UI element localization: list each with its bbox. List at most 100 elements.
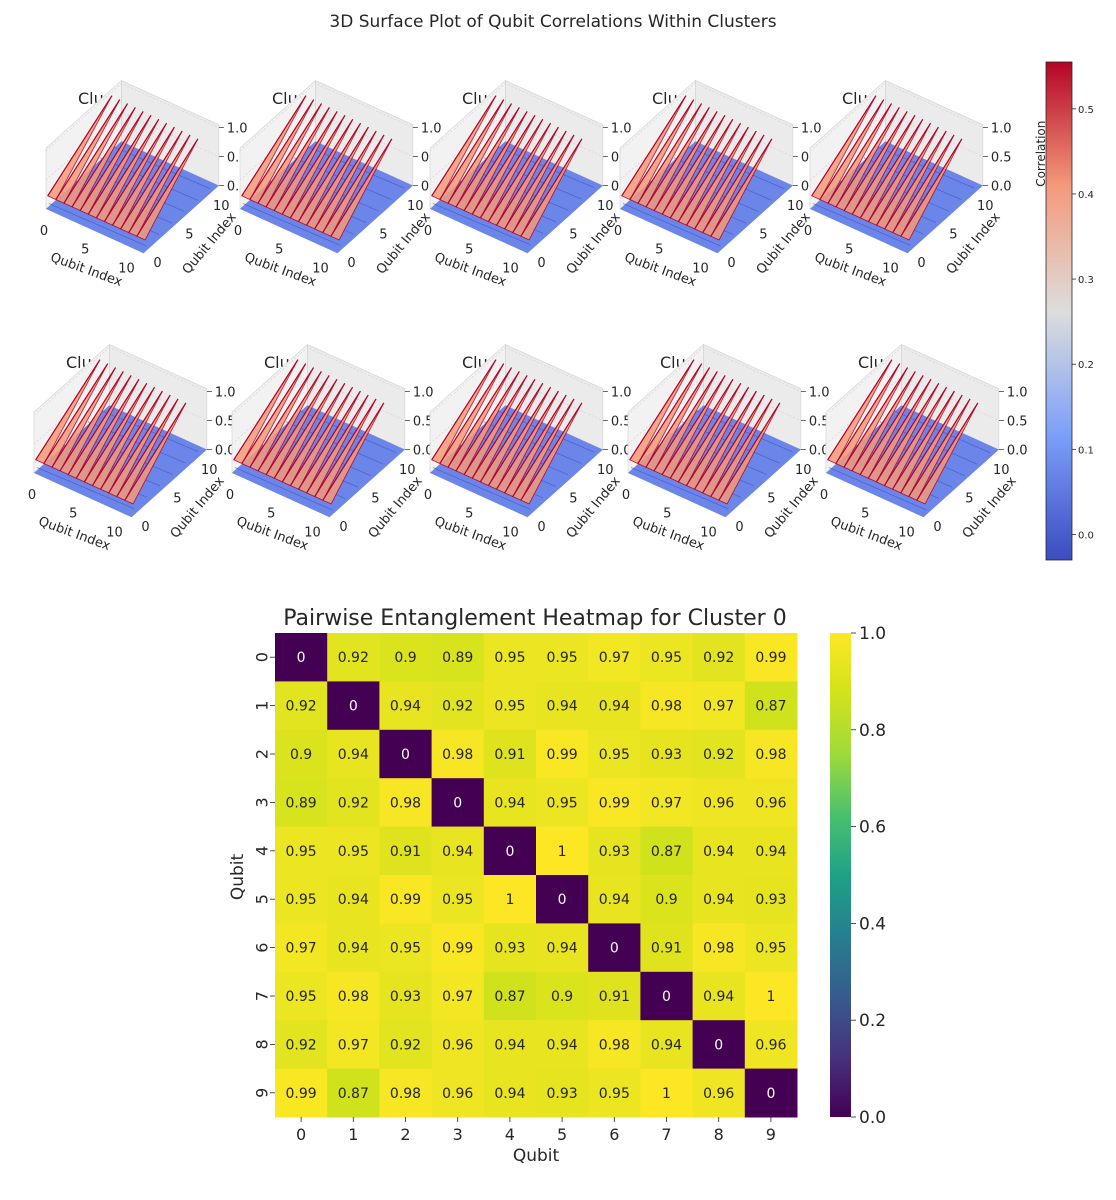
heatmap-cell-label: 0.9 (655, 892, 677, 908)
panel-z-tick-label: 0.0 (215, 444, 236, 459)
panel-surface-spike-edge (479, 118, 544, 219)
heatmap-cell-label: 0.94 (494, 1086, 525, 1102)
heatmap-x-tick-label: 7 (661, 1125, 671, 1144)
heatmap-cell (692, 1068, 746, 1118)
panel-surface-spike-edge (875, 382, 940, 483)
panel-surface-spike-edge (289, 118, 354, 219)
heatmap-cell-label: 0 (349, 699, 358, 715)
heatmap-cell (744, 633, 798, 682)
panel-z-tick-label: 1.0 (215, 386, 236, 401)
heatmap-cell (536, 778, 589, 828)
panel-y-tick-label: 0 (339, 520, 347, 535)
panel-surface-spike-edge (645, 107, 710, 208)
heatmap-cell (275, 778, 328, 828)
panel-surface-ridge (432, 203, 531, 246)
panel-x-tick-label: 10 (502, 261, 519, 276)
heatmap-cell-label: 0.95 (286, 844, 317, 860)
panel-surface-spike-edge (843, 111, 908, 211)
panel-surface-spike-edge (916, 402, 979, 501)
panel-grid-line (33, 347, 208, 416)
panel-surface-spike-edge (471, 379, 536, 479)
heatmap-cell-label: 0.94 (547, 699, 578, 715)
panel-surface-spike-edge (520, 402, 583, 501)
panel-surface-spike-edge (851, 115, 916, 215)
panel-x-tick-label: 5 (69, 507, 77, 522)
panel-grid-line (429, 347, 604, 416)
heatmap-y-tick-label: 5 (253, 894, 272, 904)
viridis-colorbar-gradient (830, 633, 851, 1117)
heatmap-cell (692, 778, 746, 828)
panel-y-tick-label: 5 (371, 492, 379, 507)
heatmap-cell (536, 1068, 589, 1118)
panel-surface-spike-edge (653, 371, 718, 472)
heatmap-plot: 0 0.92 0.9 0.89 0.95 0.95 0.97 0.95 0.92 0.990.92… (253, 633, 798, 1144)
panel-surface-spike-edge (479, 382, 544, 483)
panel-surface-spike-edge (330, 138, 393, 237)
heatmap-x-tick-label: 8 (714, 1125, 724, 1144)
heatmap-cell-label: 0 (714, 1037, 723, 1053)
coolwarm-colorbar-tick-label: 0.4 (1078, 190, 1094, 201)
heatmap-cell (692, 875, 746, 924)
panel-surface-spike-edge (520, 138, 583, 237)
panel-surface-spike-edge (257, 371, 322, 472)
heatmap-cell-label: 0.94 (494, 795, 525, 811)
heatmap-cell-label: 0.91 (651, 941, 682, 957)
heatmap-cell (379, 1020, 433, 1070)
panel-surface-spike-edge (265, 375, 330, 475)
panel-grid-line (429, 83, 604, 152)
heatmap-cell (640, 826, 694, 876)
panel-surface-ridge (99, 157, 198, 201)
panel-surface-spike-edge (908, 398, 971, 497)
panel-y-axis-label: Qubit Index (564, 474, 624, 542)
heatmap-cell (483, 681, 537, 731)
panel-y-tick-label: 0 (347, 256, 355, 271)
panel-x-tick-label: 5 (465, 243, 473, 258)
heatmap-cell-label: 0 (297, 650, 306, 666)
heatmap-cell (640, 681, 694, 731)
heatmap-cell (275, 1068, 328, 1118)
coolwarm-colorbar-tick-label: 0.3 (1078, 275, 1094, 286)
heatmap-cell (327, 826, 380, 876)
panel-surface-spike-edge (496, 126, 559, 226)
panel-surface-spike-edge (637, 103, 703, 204)
heatmap-cell (744, 681, 798, 731)
heatmap-cell-label: 0.9 (290, 747, 312, 763)
heatmap-cell (744, 875, 798, 924)
heatmap-cell (327, 729, 380, 779)
panel-z-tick-label: 0.5 (413, 415, 434, 430)
panel-surface-spike-edge (455, 371, 520, 472)
panel-surface-ridge (432, 467, 531, 510)
heatmap-y-tick-label: 1 (253, 701, 272, 711)
panel-surface-spike-edge (322, 134, 385, 233)
viridis-colorbar: 0.0 0.2 0.4 0.6 0.8 1.0 (830, 624, 886, 1128)
heatmap-cell (744, 729, 798, 779)
heatmap-cell (588, 875, 641, 924)
panel-surface-spike-edge (289, 386, 354, 486)
heatmap-cell-label: 0.99 (755, 650, 786, 666)
heatmap-cell (640, 1068, 694, 1118)
heatmap-cell-label: 0 (505, 844, 514, 860)
panel-grid-line (231, 347, 406, 416)
panel-surface-spike-edge (900, 394, 963, 494)
panel-x-tick-label: 5 (267, 507, 275, 522)
heatmap-cell (483, 633, 537, 682)
panel-surface-spike-edge (859, 375, 924, 475)
panel-z-tick-label: 1.0 (227, 122, 248, 137)
heatmap-cell-label: 0.95 (755, 941, 786, 957)
panel-surface-spike-edge (883, 386, 948, 486)
heatmap-cell-label: 0.96 (442, 1086, 473, 1102)
heatmap-cell (483, 1020, 537, 1070)
heatmap-cell (379, 778, 433, 828)
heatmap-cell (744, 1020, 798, 1070)
heatmap-cell-label: 0.93 (494, 941, 525, 957)
panel-y-tick-label: 10 (977, 199, 994, 214)
panel-surface-spike-edge (702, 394, 765, 494)
panel-x-tick-label: 5 (663, 507, 671, 522)
panel-grid-line (45, 83, 220, 152)
heatmap-cell (275, 633, 328, 682)
heatmap-cell (483, 1068, 537, 1118)
heatmap-cell (692, 681, 746, 731)
heatmap-cell-label: 0.95 (599, 1086, 630, 1102)
panel-y-tick-label: 0 (933, 520, 941, 535)
